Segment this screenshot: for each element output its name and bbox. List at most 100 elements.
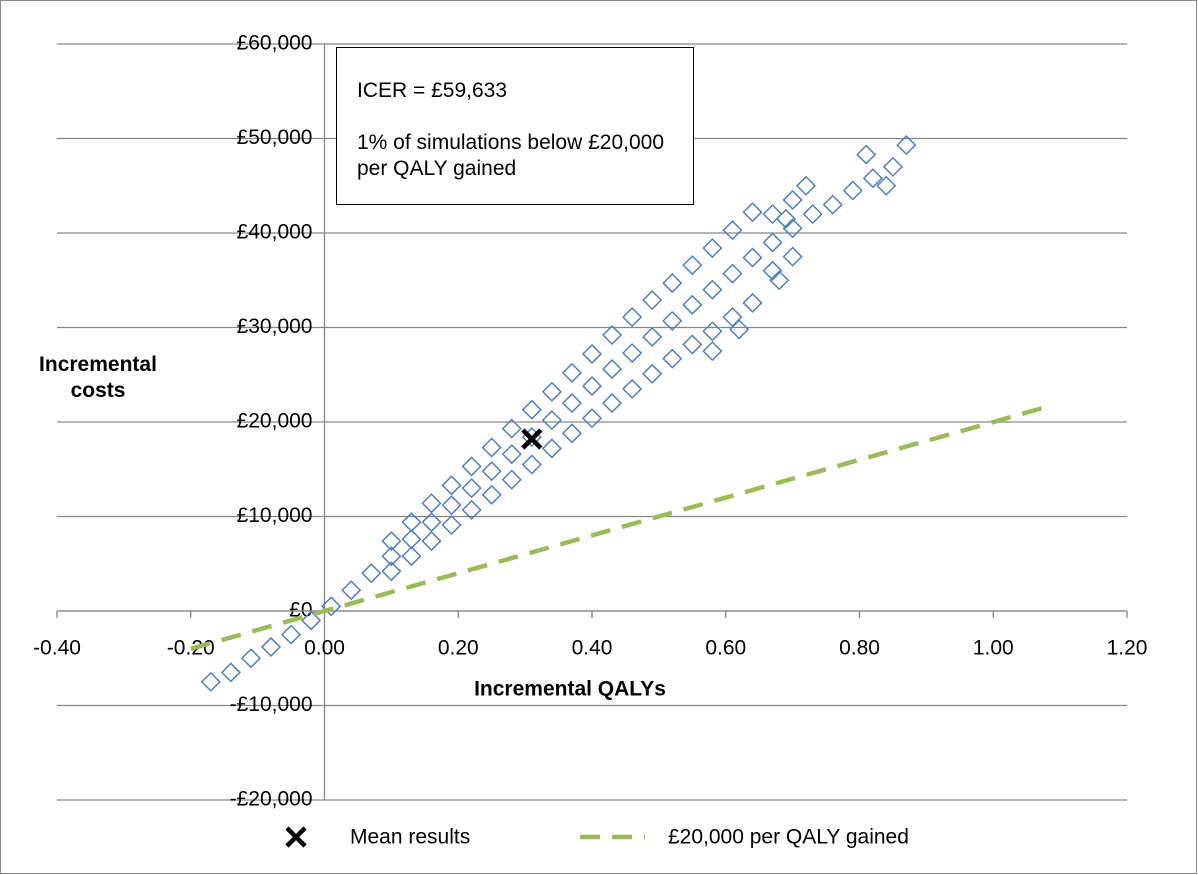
- scatter-point: [842, 180, 863, 201]
- scatter-point: [682, 294, 703, 315]
- scatter-point: [662, 273, 683, 294]
- scatter-point: [702, 279, 723, 300]
- y-tick-label: -£10,000: [230, 693, 313, 716]
- scatter-point: [862, 168, 883, 189]
- y-axis-label: Incremental costs: [39, 353, 157, 402]
- legend-label: £20,000 per QALY gained: [668, 826, 909, 849]
- scatter-point: [561, 362, 582, 383]
- scatter-point: [220, 662, 241, 683]
- scatter-point: [561, 393, 582, 414]
- scatter-point: [421, 531, 442, 552]
- annotation-box: ICER = £59,633 1% of simulations below £…: [336, 47, 694, 205]
- legend-marker: [285, 826, 307, 848]
- threshold-line: [190, 404, 1048, 651]
- y-tick-label: -£20,000: [230, 788, 313, 811]
- scatter-point: [762, 260, 783, 281]
- scatter-point: [541, 410, 562, 431]
- scatter-point: [896, 135, 917, 156]
- scatter-point: [561, 423, 582, 444]
- scatter-point: [602, 324, 623, 346]
- scatter-point: [762, 204, 783, 225]
- scatter-point: [381, 531, 402, 552]
- scatter-point: [722, 263, 743, 284]
- scatter-point: [822, 194, 843, 215]
- y-tick-label: £20,000: [237, 410, 313, 433]
- scatter-point: [856, 144, 877, 165]
- x-tick-label: -0.40: [33, 637, 81, 660]
- scatter-point: [481, 461, 502, 482]
- scatter-point: [501, 469, 522, 490]
- legend-label: Mean results: [350, 826, 470, 849]
- scatter-point: [461, 456, 482, 477]
- x-tick-label: 0.00: [304, 637, 345, 660]
- scatter-point: [642, 363, 663, 384]
- x-tick-label: 0.60: [705, 637, 746, 660]
- scatter-point: [662, 348, 683, 369]
- scatter-point: [581, 408, 603, 429]
- scatter-point: [541, 381, 562, 402]
- scatter-point: [521, 454, 542, 475]
- scatter-point: [441, 495, 462, 516]
- annotation: 1% of simulations below £20,000 per QALY…: [357, 131, 665, 180]
- scatter-point: [361, 563, 382, 584]
- scatter-point: [622, 307, 643, 328]
- scatter-point: [461, 499, 482, 520]
- scatter-point: [775, 208, 796, 229]
- scatter-point: [341, 580, 362, 601]
- x-tick-label: 0.20: [438, 637, 479, 660]
- scatter-point: [742, 202, 763, 223]
- scatter-point: [782, 189, 803, 210]
- mean-marker: [521, 428, 543, 450]
- scatter-point: [642, 290, 663, 311]
- annotation: ICER = £59,633: [357, 79, 508, 102]
- scatter-point: [401, 529, 422, 550]
- y-tick-label: £50,000: [237, 126, 313, 149]
- scatter-point: [729, 319, 750, 340]
- x-tick-label: 0.40: [572, 637, 613, 660]
- scatter-point: [682, 334, 703, 355]
- x-axis-label: Incremental QALYs: [474, 678, 666, 701]
- scatter-point: [501, 418, 522, 439]
- scatter-point: [421, 493, 442, 514]
- scatter-point: [481, 484, 502, 505]
- x-tick-label: 1.00: [973, 637, 1014, 660]
- scatter-point: [602, 393, 623, 414]
- scatter-point: [622, 378, 643, 399]
- scatter-point: [742, 292, 763, 313]
- scatter-point: [702, 341, 723, 362]
- scatter-point: [321, 596, 342, 617]
- scatter-point: [301, 610, 322, 631]
- y-tick-label: £10,000: [237, 504, 313, 527]
- y-tick-label: £60,000: [237, 32, 313, 55]
- scatter-point: [240, 648, 261, 669]
- scatter-point: [622, 342, 643, 364]
- scatter-point: [602, 359, 623, 380]
- scatter-point: [742, 247, 763, 268]
- scatter-point: [782, 246, 803, 267]
- scatter-point: [722, 307, 743, 328]
- scatter-point: [581, 343, 603, 365]
- scatter-point: [381, 546, 402, 567]
- scatter-point: [581, 376, 603, 397]
- scatter-point: [762, 232, 783, 253]
- scatter-point: [702, 321, 723, 342]
- scatter-point: [200, 671, 221, 692]
- scatter-point: [281, 624, 302, 645]
- scatter-point: [795, 175, 817, 196]
- scatter-point: [521, 399, 542, 420]
- scatter-point: [501, 444, 522, 465]
- scatter-point: [722, 220, 743, 241]
- scatter-point: [401, 512, 422, 533]
- scatter-point: [541, 438, 562, 459]
- scatter-point: [782, 218, 803, 239]
- scatter-point: [882, 156, 903, 177]
- scatter-point: [260, 636, 282, 657]
- y-tick-label: £30,000: [237, 315, 313, 338]
- scatter-point: [401, 546, 422, 567]
- scatter-point: [461, 478, 482, 499]
- scatter-point: [381, 561, 402, 582]
- scatter-point: [876, 175, 897, 196]
